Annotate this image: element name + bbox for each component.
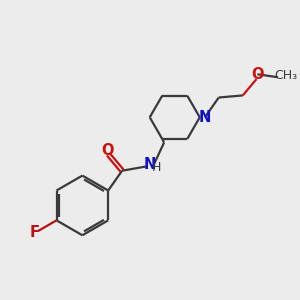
- Text: O: O: [101, 142, 114, 158]
- Text: N: N: [199, 110, 211, 125]
- Text: N: N: [144, 157, 156, 172]
- Text: H: H: [152, 161, 161, 174]
- Text: CH₃: CH₃: [275, 69, 298, 82]
- Text: O: O: [251, 67, 264, 82]
- Text: F: F: [30, 225, 40, 240]
